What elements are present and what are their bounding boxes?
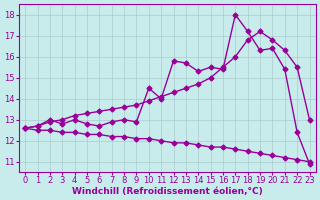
X-axis label: Windchill (Refroidissement éolien,°C): Windchill (Refroidissement éolien,°C) bbox=[72, 187, 263, 196]
